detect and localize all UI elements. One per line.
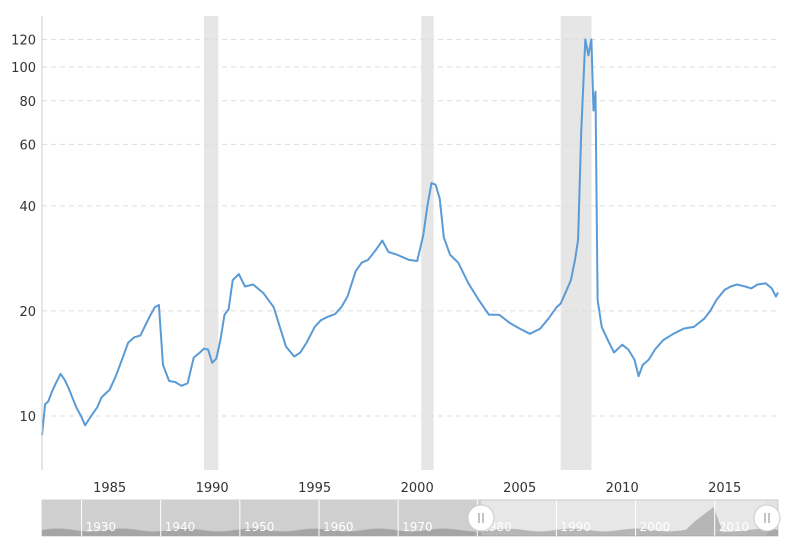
- navigator-label: 1950: [244, 520, 275, 534]
- navigator-label: 1960: [323, 520, 354, 534]
- recession-band-0: [203, 16, 219, 470]
- recession-bands: [203, 16, 592, 470]
- x-tick-label: 1990: [196, 481, 229, 496]
- y-tick-label: 40: [19, 200, 36, 215]
- y-tick-label: 20: [19, 305, 36, 320]
- gridlines: [42, 38, 778, 417]
- navigator-label: 1940: [165, 520, 196, 534]
- recession-band-1: [421, 16, 434, 470]
- navigator-area: [42, 507, 778, 536]
- series-lines: [41, 38, 779, 436]
- x-tick-label: 2015: [708, 481, 741, 496]
- series-line-0: [41, 38, 779, 436]
- y-tick-label: 60: [19, 138, 36, 153]
- navigator-label: 1970: [402, 520, 433, 534]
- navigator-handle-right[interactable]: [753, 504, 781, 532]
- navigator-label: 2010: [719, 520, 750, 534]
- navigator-label: 2000: [640, 520, 671, 534]
- x-tick-label: 2010: [606, 481, 639, 496]
- y-tick-label: 80: [19, 95, 36, 110]
- y-tick-label: 120: [11, 33, 36, 48]
- recession-band-2: [560, 16, 592, 470]
- y-tick-label: 100: [11, 61, 36, 76]
- navigator-selection[interactable]: [480, 499, 768, 537]
- x-tick-label: 1995: [298, 481, 331, 496]
- x-axis: 1985 1990 1995 2000 2005 2010 2015: [41, 16, 741, 496]
- x-tick-label: 2005: [503, 481, 536, 496]
- navigator-label: 1930: [86, 520, 117, 534]
- navigator-handle-left[interactable]: [467, 504, 495, 532]
- x-tick-label: 1985: [93, 481, 126, 496]
- y-tick-label: 10: [19, 410, 36, 425]
- range-navigator[interactable]: 1930 1940 1950 1960 1970 1980 1990 2000 2010: [41, 499, 781, 537]
- y-axis: 10 20 40 60 80 100 120: [11, 33, 36, 425]
- x-tick-label: 2000: [401, 481, 434, 496]
- navigator-label: 1990: [560, 520, 591, 534]
